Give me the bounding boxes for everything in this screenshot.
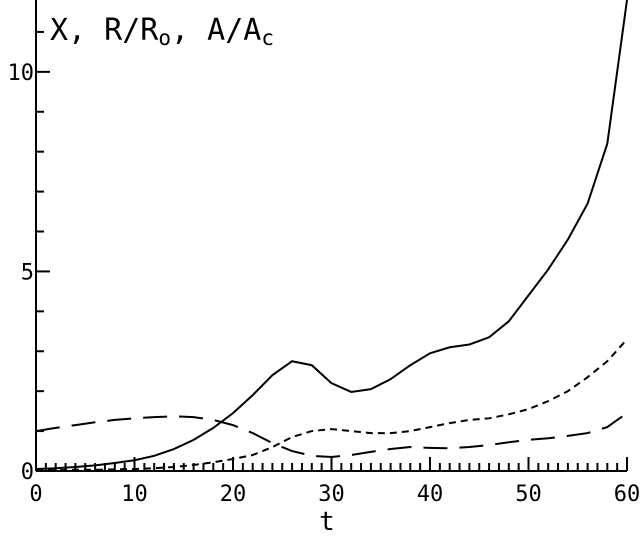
label-part: , A/A — [171, 13, 261, 48]
x-tick-label: 20 — [220, 482, 247, 507]
y-tick-label: 5 — [21, 260, 34, 285]
series-line — [36, 0, 628, 470]
x-axis-label: t — [319, 507, 335, 537]
series-line — [36, 338, 628, 471]
x-tick-label: 30 — [318, 482, 345, 507]
x-tick-label: 50 — [515, 482, 542, 507]
y-tick-label: 0 — [21, 460, 34, 485]
x-tick-label: 60 — [614, 482, 640, 507]
label-part: X, R/R — [50, 13, 159, 48]
label-part: c — [261, 26, 274, 50]
label-part: o — [158, 26, 171, 50]
y-axis-label: X, R/Ro, A/Ac — [50, 13, 274, 50]
y-tick-label: 10 — [8, 61, 35, 86]
series-line — [36, 412, 628, 459]
x-tick-label: 10 — [121, 482, 148, 507]
x-tick-label: 40 — [417, 482, 444, 507]
x-tick-label: 0 — [29, 482, 42, 507]
